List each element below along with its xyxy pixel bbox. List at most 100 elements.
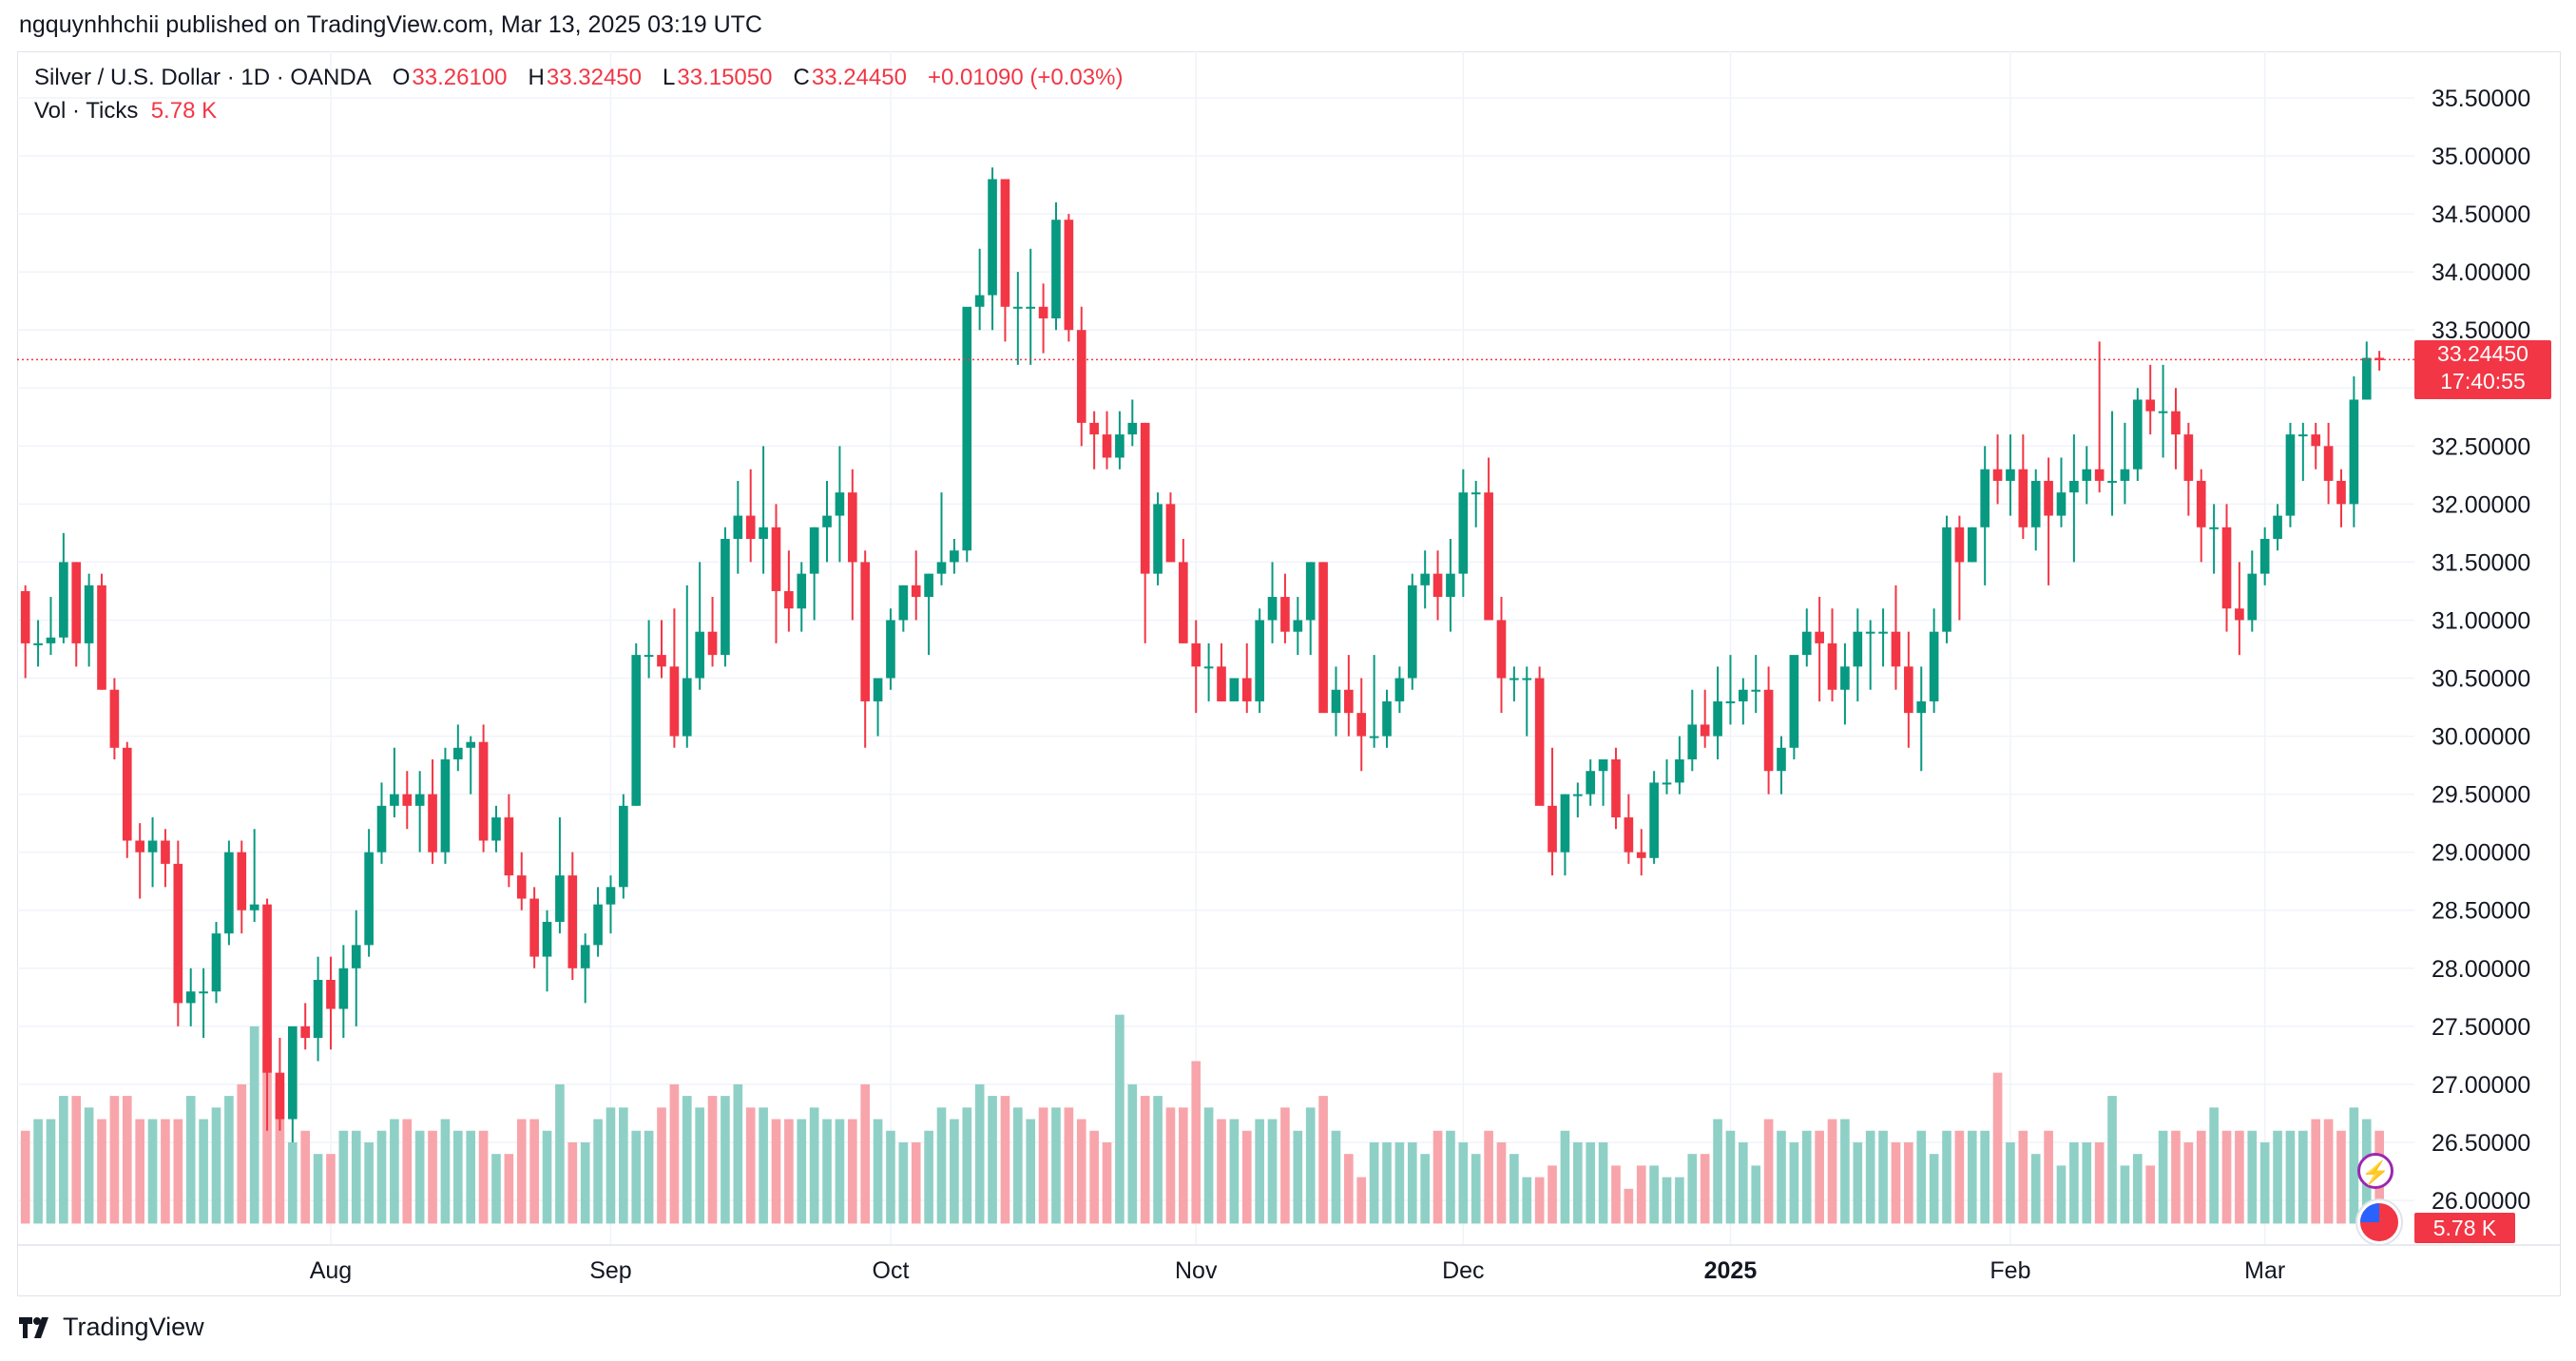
candle-body (1675, 759, 1684, 783)
volume-bar (924, 1130, 933, 1224)
volume-bar (59, 1096, 68, 1224)
volume-bar (1458, 1141, 1469, 1224)
candle-body (1942, 527, 1951, 632)
volume-bar (771, 1119, 781, 1224)
volume-bar (1369, 1141, 1379, 1224)
y-tick-label: 35.50000 (2432, 86, 2530, 112)
volume-bar (529, 1119, 539, 1224)
volume-bar (402, 1119, 413, 1224)
candle-body (211, 933, 221, 992)
volume-legend: Vol · Ticks 5.78 K (34, 98, 217, 125)
candle-body (1789, 655, 1799, 748)
candle-body (84, 585, 94, 643)
volume-bar (2235, 1130, 2244, 1224)
candle-body (478, 741, 489, 841)
volume-bar (20, 1130, 30, 1224)
candle-body (721, 539, 730, 656)
volume-bar (822, 1119, 832, 1224)
volume-bar (1191, 1061, 1201, 1224)
candle-body (771, 527, 781, 591)
candle-body (1407, 585, 1417, 679)
volume-bar (1598, 1141, 1608, 1224)
volume-bar (759, 1107, 768, 1224)
candle-body (2145, 399, 2156, 412)
volume-bar (950, 1119, 959, 1224)
y-tick-label: 32.00000 (2432, 491, 2530, 518)
candle-body (1217, 666, 1226, 701)
volume-bar (326, 1154, 336, 1224)
candle-body (1102, 434, 1112, 458)
candle-body (1255, 620, 1264, 701)
candle-body (2235, 608, 2244, 621)
candle-body (71, 562, 82, 643)
candle-body (669, 666, 680, 737)
candle-body (2209, 527, 2219, 529)
candle-body (593, 904, 603, 946)
volume-bar (988, 1096, 997, 1224)
volume-bar (1255, 1119, 1264, 1224)
volume-bar (249, 1026, 260, 1224)
lightning-icon[interactable]: ⚡ (2357, 1153, 2393, 1189)
candle-body (860, 562, 871, 701)
volume-bar (1904, 1141, 1913, 1224)
volume-bar (606, 1107, 616, 1224)
candle-body (1560, 794, 1570, 853)
volume-bar (1318, 1096, 1328, 1224)
us-flag-icon[interactable] (2357, 1200, 2401, 1244)
volume-bar (1700, 1154, 1710, 1224)
candle-body (351, 945, 361, 968)
y-tick-label: 31.50000 (2432, 549, 2530, 576)
candle-body (2247, 573, 2258, 621)
candle-body (1013, 306, 1023, 309)
candle-body (1293, 620, 1303, 632)
volume-bar (428, 1130, 437, 1224)
volume-bar (835, 1119, 845, 1224)
candle-body (1076, 330, 1086, 423)
candle-body (237, 852, 247, 911)
candle-body (962, 306, 972, 551)
volume-bar (1140, 1096, 1150, 1224)
legend-symbol[interactable]: Silver / U.S. Dollar · 1D · OANDA (34, 65, 372, 90)
candle-body (147, 840, 158, 853)
volume-bar (2323, 1119, 2334, 1224)
candle-body (1662, 782, 1672, 785)
volume-bar (1827, 1119, 1837, 1224)
candle-body (364, 852, 374, 946)
volume-bar (147, 1119, 158, 1224)
volume-bar (1801, 1130, 1812, 1224)
volume-bar (784, 1119, 794, 1224)
candle-body (835, 492, 845, 516)
candle-body (1241, 678, 1252, 701)
candle-body (529, 898, 539, 957)
candle-body (1700, 724, 1710, 737)
volume-bar (860, 1083, 871, 1224)
candle-body (1967, 527, 1977, 563)
candle-body (988, 179, 997, 296)
volume-bar (173, 1119, 183, 1224)
candle-body (122, 747, 132, 841)
candle-body (440, 759, 451, 853)
volume-bar (1446, 1130, 1455, 1224)
candle-body (1916, 700, 1927, 714)
last-price-tag: 33.24450 17:40:55 (2414, 340, 2551, 399)
volume-bar (122, 1096, 132, 1224)
tradingview-logo[interactable]: TradingView (19, 1313, 204, 1342)
candle-body (2196, 480, 2206, 527)
y-tick-label: 28.50000 (2432, 898, 2530, 925)
volume-bar (1636, 1165, 1646, 1224)
candle-body (326, 980, 336, 1009)
volume-bar (644, 1130, 654, 1224)
candle-body (580, 945, 590, 968)
candle-body (873, 678, 883, 701)
volume-bar (46, 1119, 56, 1224)
candle-body (1458, 492, 1469, 574)
volume-bar (71, 1096, 82, 1224)
candle-body (974, 295, 985, 307)
volume-bar (1394, 1141, 1405, 1224)
candle-body (1980, 469, 1990, 527)
candle-body (1394, 678, 1405, 701)
volume-bar (2006, 1141, 2015, 1224)
legend-high-label: H (528, 65, 545, 90)
volume-legend-label[interactable]: Vol · Ticks (34, 98, 139, 124)
